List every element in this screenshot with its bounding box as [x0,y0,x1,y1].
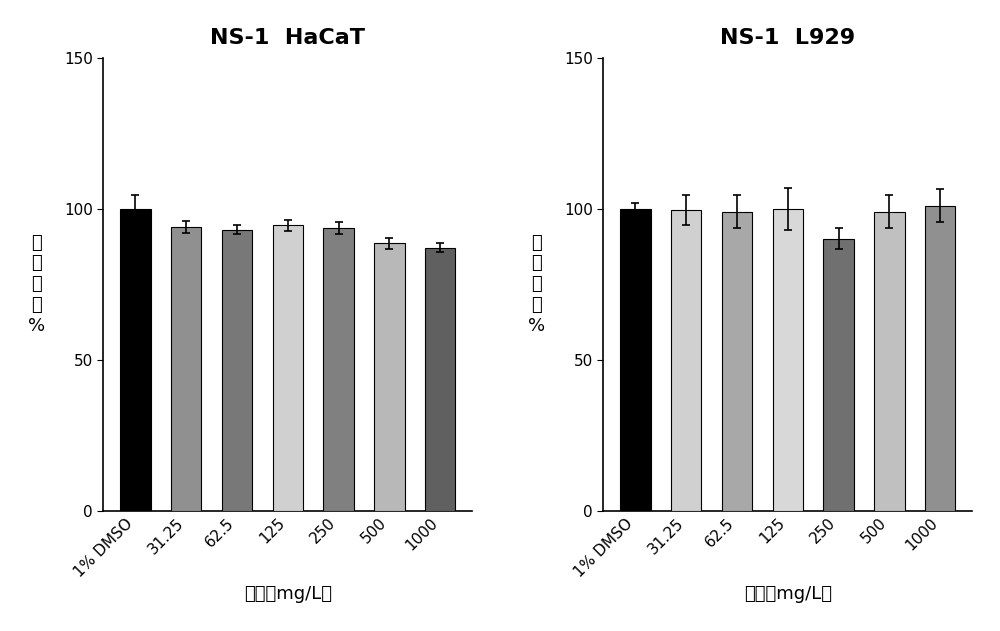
Bar [671,210,701,510]
Bar [323,228,354,510]
Bar [823,239,854,510]
Bar [374,244,405,510]
Y-axis label: 细
胞
活
力
%: 细 胞 活 力 % [28,233,45,335]
Title: NS-1  HaCaT: NS-1 HaCaT [210,28,365,48]
Bar [120,209,151,510]
Bar [925,206,955,510]
X-axis label: 浓度（mg/L）: 浓度（mg/L） [744,585,832,603]
Y-axis label: 细
胞
活
力
%: 细 胞 活 力 % [528,233,545,335]
Bar [171,227,201,510]
Bar [722,211,752,510]
Bar [874,211,905,510]
X-axis label: 浓度（mg/L）: 浓度（mg/L） [244,585,332,603]
Title: NS-1  L929: NS-1 L929 [720,28,855,48]
Bar [222,230,252,510]
Bar [425,248,455,510]
Bar [273,225,303,510]
Bar [620,209,651,510]
Bar [773,209,803,510]
